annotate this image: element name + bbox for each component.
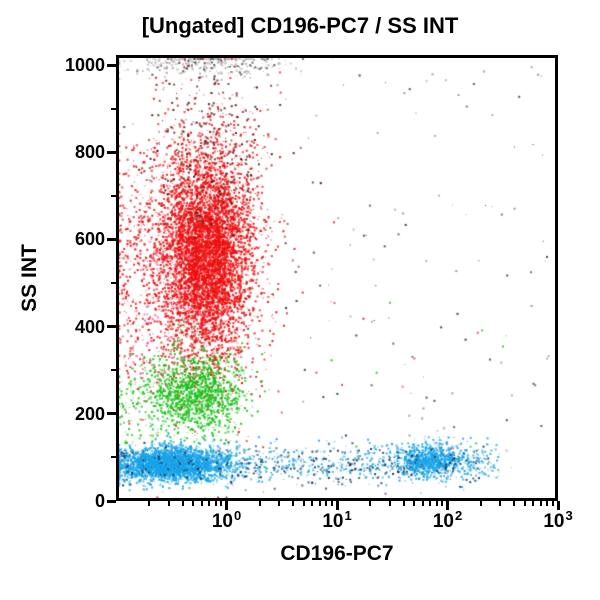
x-minor-tick (258, 501, 261, 506)
y-major-tick (107, 150, 116, 154)
y-minor-tick (111, 456, 116, 459)
plot-frame (116, 55, 558, 501)
x-tick-label: 101 (307, 508, 367, 533)
y-axis-label: SS INT (18, 244, 41, 312)
x-minor-tick (369, 501, 372, 506)
x-minor-tick (181, 501, 184, 506)
y-minor-tick (111, 194, 116, 197)
x-minor-tick (388, 501, 391, 506)
y-minor-tick (111, 107, 116, 110)
y-major-tick (107, 499, 116, 503)
y-tick-label: 600 (74, 229, 105, 250)
y-minor-tick (111, 282, 116, 284)
x-tick-label: 100 (197, 508, 257, 533)
x-minor-tick (200, 501, 203, 506)
x-minor-tick (302, 501, 305, 506)
x-minor-tick (551, 501, 554, 506)
x-tick-base: 10 (211, 511, 233, 532)
x-tick-label: 102 (418, 508, 478, 533)
plot-title: [Ungated] CD196-PC7 / SS INT (141, 13, 459, 38)
x-tick-base: 10 (543, 511, 565, 532)
x-tick-exponent: 3 (565, 508, 573, 523)
y-tick-label: 1000 (64, 55, 105, 76)
x-minor-tick (429, 501, 432, 506)
x-minor-tick (435, 501, 438, 506)
x-minor-tick (413, 501, 416, 506)
y-tick-label: 200 (74, 403, 105, 424)
x-minor-tick (325, 501, 328, 506)
x-tick-base: 10 (322, 511, 344, 532)
x-tick-base: 10 (432, 511, 454, 532)
x-minor-tick (402, 501, 405, 506)
x-minor-tick (318, 501, 321, 506)
x-minor-tick (539, 501, 542, 506)
x-minor-tick (330, 501, 333, 506)
x-minor-tick (311, 501, 314, 506)
x-minor-tick (499, 501, 502, 506)
x-minor-tick (513, 501, 516, 506)
y-tick-label: 800 (74, 142, 105, 163)
x-minor-tick (479, 501, 482, 506)
x-minor-tick (292, 501, 295, 506)
x-minor-tick (278, 501, 281, 506)
x-major-tick (225, 501, 228, 510)
x-minor-tick (192, 501, 195, 506)
x-minor-tick (523, 501, 526, 506)
x-minor-tick (546, 501, 549, 506)
y-major-tick (107, 237, 116, 241)
x-minor-tick (220, 501, 223, 506)
x-minor-tick (167, 501, 170, 506)
scatter-canvas (116, 55, 558, 501)
y-tick-label: 400 (74, 316, 105, 337)
x-minor-tick (532, 501, 535, 506)
y-major-tick (107, 63, 116, 67)
y-major-tick (107, 325, 116, 329)
x-axis-label: CD196-PC7 (280, 542, 394, 565)
x-tick-exponent: 2 (454, 508, 463, 523)
x-tick-exponent: 0 (233, 508, 242, 523)
x-minor-tick (441, 501, 444, 506)
x-major-tick (446, 501, 449, 510)
y-minor-tick (111, 369, 116, 372)
x-minor-tick (214, 501, 217, 506)
x-minor-tick (148, 501, 151, 506)
x-major-tick (335, 501, 339, 510)
x-major-tick (556, 501, 560, 510)
x-minor-tick (208, 501, 211, 506)
y-major-tick (107, 412, 116, 416)
x-tick-exponent: 1 (344, 508, 352, 523)
y-tick-label: 0 (94, 491, 105, 511)
x-minor-tick (421, 501, 424, 506)
x-tick-label: 103 (528, 508, 588, 533)
